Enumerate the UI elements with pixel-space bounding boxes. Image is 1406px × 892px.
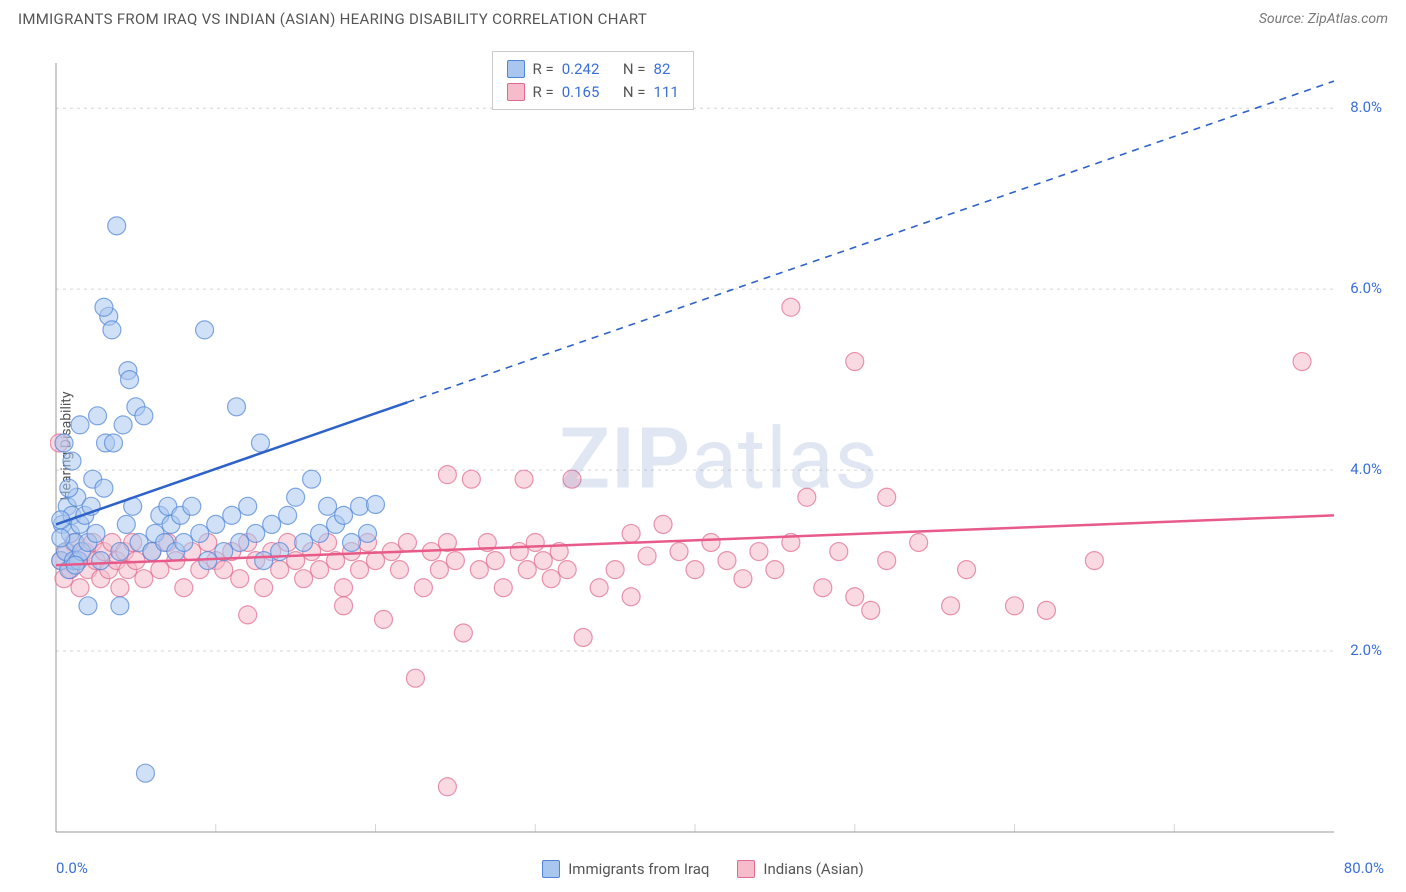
y-tick-label: 8.0% xyxy=(1350,98,1382,116)
legend-swatch-a-icon xyxy=(542,860,560,878)
page-title: IMMIGRANTS FROM IRAQ VS INDIAN (ASIAN) H… xyxy=(18,10,647,28)
y-tick-label: 6.0% xyxy=(1350,279,1382,297)
series-b-swatch-icon xyxy=(507,83,525,101)
bottom-legend: Immigrants from Iraq Indians (Asian) xyxy=(0,860,1406,878)
chart-area: ZIPatlas R = 0.242 N = 82 R = 0.165 N = … xyxy=(50,45,1388,842)
legend-swatch-b-icon xyxy=(737,860,755,878)
source-label: Source: ZipAtlas.com xyxy=(1259,11,1388,27)
y-tick-label: 4.0% xyxy=(1350,460,1382,478)
scatter-chart xyxy=(50,45,1388,842)
y-tick-label: 2.0% xyxy=(1350,641,1382,659)
legend-label-b: Indians (Asian) xyxy=(763,860,863,878)
stats-legend: R = 0.242 N = 82 R = 0.165 N = 111 xyxy=(492,51,694,110)
series-a-swatch-icon xyxy=(507,60,525,78)
legend-label-a: Immigrants from Iraq xyxy=(568,860,709,878)
